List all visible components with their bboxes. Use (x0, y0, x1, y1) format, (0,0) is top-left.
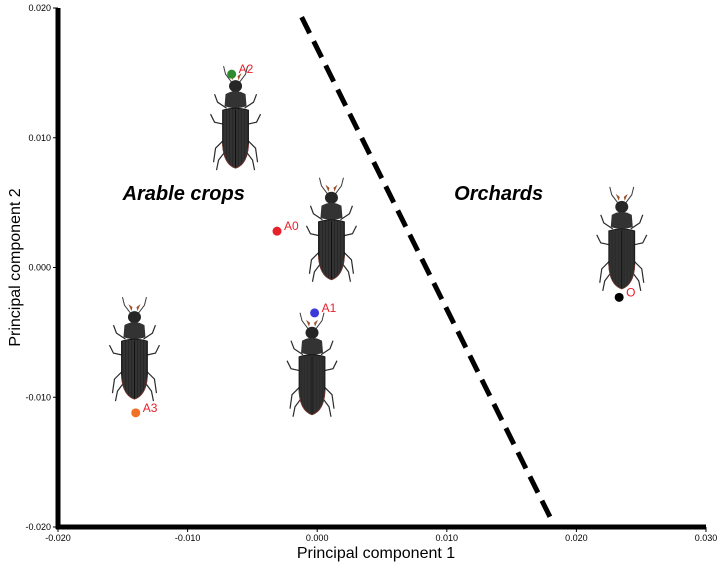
x-tick-label: 0.020 (565, 533, 588, 543)
data-point (310, 308, 320, 318)
data-point (131, 408, 141, 418)
beetle-images-layer (108, 65, 648, 418)
region-label: Orchards (454, 183, 543, 205)
region-label: Arable crops (122, 183, 245, 205)
point-label: A1 (322, 301, 337, 315)
point-label: A3 (143, 401, 158, 415)
beetle-image (286, 312, 338, 418)
labels-layer: Arable crops Orchards (122, 183, 544, 205)
y-tick-label: -0.020 (25, 522, 51, 532)
beetle-image (108, 296, 161, 402)
point-label: O (626, 285, 635, 299)
x-axis-title: Principal component 1 (297, 545, 455, 562)
data-point (272, 226, 282, 236)
beetle-image (596, 186, 648, 292)
y-tick-label: 0.010 (28, 133, 51, 143)
points-layer: A2 A0 A1 A3 O (131, 62, 636, 418)
axes-layer (55, 8, 706, 530)
x-tick-label: -0.020 (45, 533, 71, 543)
y-axis-title: Principal component 2 (7, 188, 24, 346)
beetle-image (305, 177, 358, 283)
x-tick-label: 0.010 (436, 533, 459, 543)
separator-layer (299, 15, 556, 525)
x-tick-label: 0.000 (306, 533, 329, 543)
y-tick-label: 0.000 (28, 263, 51, 273)
y-tick-label: 0.020 (28, 3, 51, 13)
point-label: A0 (284, 219, 299, 233)
beetle-image (209, 65, 262, 171)
data-point (227, 69, 237, 79)
x-tick-label: -0.010 (175, 533, 201, 543)
ticks-layer: -0.020 -0.010 0.000 0.010 0.020 0.030 0.020 0.0… (7, 3, 717, 562)
separator-line (299, 15, 556, 525)
y-tick-label: -0.010 (25, 392, 51, 402)
data-point (614, 292, 624, 302)
point-label: A2 (239, 62, 254, 76)
x-tick-label: 0.030 (695, 533, 718, 543)
